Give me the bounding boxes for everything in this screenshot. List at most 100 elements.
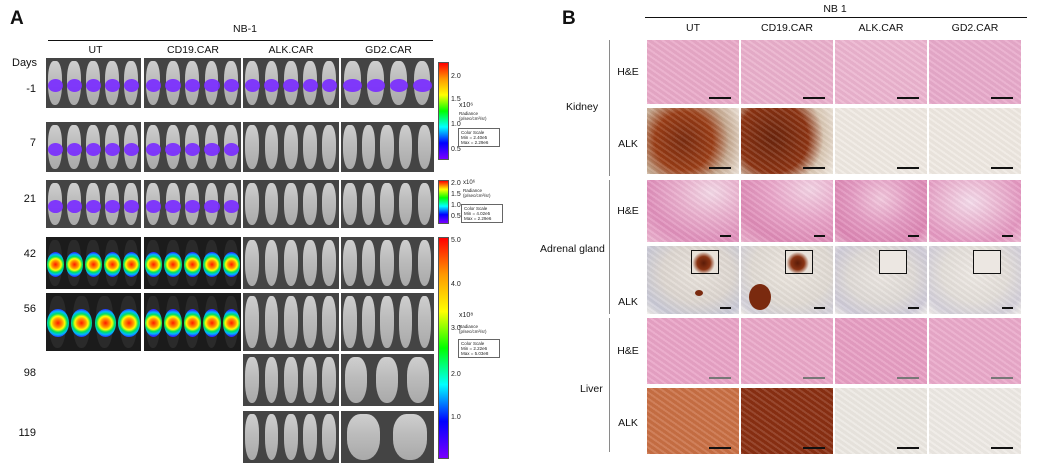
mouse-image xyxy=(243,237,339,289)
stain-label: ALK xyxy=(618,138,638,150)
bioluminescence-signal xyxy=(204,200,220,213)
bioluminescence-signal xyxy=(104,79,121,92)
scale-tick: 3.0 xyxy=(451,325,461,332)
mouse-image xyxy=(46,237,141,289)
bioluminescence-signal xyxy=(264,79,280,92)
panel-b-header: NB 1 xyxy=(823,3,847,15)
mouse-silhouette xyxy=(302,357,317,403)
mouse-silhouette xyxy=(302,125,317,169)
tissue-texture xyxy=(929,180,1021,242)
scale-bar xyxy=(709,167,731,169)
mouse-silhouette xyxy=(283,240,298,286)
tissue-texture xyxy=(647,180,739,242)
day-label: -1 xyxy=(26,83,36,95)
mouse-image xyxy=(341,354,434,406)
group-label-alk: ALK.CAR xyxy=(268,44,314,56)
scale-tick: 1.0 xyxy=(451,121,461,128)
scale-bar xyxy=(803,447,825,449)
day-label: 56 xyxy=(23,303,36,315)
mouse-silhouette xyxy=(264,240,279,286)
stain-label: ALK xyxy=(618,417,638,429)
alk-positive-region xyxy=(749,284,771,310)
scale-bar xyxy=(803,97,825,99)
mouse-silhouette xyxy=(245,182,260,226)
bioluminescence-signal xyxy=(104,143,121,156)
mouse-silhouette xyxy=(322,414,336,460)
bioluminescence-signal xyxy=(47,143,64,156)
day-label: 42 xyxy=(23,248,36,260)
mouse-silhouette xyxy=(245,125,260,169)
scale-unit: Radiance (p/sec/cm²/sr) xyxy=(463,188,491,198)
bioluminescence-signal xyxy=(145,200,162,213)
tissue-texture xyxy=(929,40,1021,104)
organ-label-liver: Liver xyxy=(580,383,603,395)
histology-image xyxy=(741,180,833,242)
scale-tick: 1.0 xyxy=(451,414,461,421)
group-label-cd19: CD19.CAR xyxy=(761,22,813,34)
histology-image xyxy=(835,40,927,104)
mouse-silhouette xyxy=(361,125,376,169)
organ-bracket xyxy=(609,180,610,314)
histology-image xyxy=(929,388,1021,454)
scale-bar xyxy=(720,235,731,237)
tissue-texture xyxy=(835,40,927,104)
scale-bar xyxy=(803,167,825,169)
scale-unit: Radiance (p/sec/cm²/sr) xyxy=(459,111,487,121)
tissue-texture xyxy=(835,388,927,454)
day-label: 98 xyxy=(23,367,36,379)
group-label-cd19: CD19.CAR xyxy=(167,44,219,56)
tissue-texture xyxy=(741,318,833,384)
scale-bar xyxy=(908,235,919,237)
legend-line: Min = 4.02e5 xyxy=(464,211,491,216)
bioluminescence-signal xyxy=(66,79,83,92)
panel-a-letter: A xyxy=(10,8,24,29)
bioluminescence-signal xyxy=(85,200,102,213)
scale-exponent: x10⁸ xyxy=(459,312,474,319)
bioluminescence-signal xyxy=(165,200,181,213)
histology-image xyxy=(647,180,739,242)
mouse-silhouette xyxy=(361,296,376,348)
mouse-image xyxy=(341,122,434,172)
mouse-image xyxy=(46,122,141,172)
alk-positive-region xyxy=(695,290,703,296)
bioluminescence-signal xyxy=(145,143,162,156)
bioluminescence-signal xyxy=(46,251,65,277)
histology-image xyxy=(647,388,739,454)
bioluminescence-signal xyxy=(65,251,84,277)
scale-tick: 5.0 xyxy=(451,237,461,244)
bioluminescence-signal xyxy=(103,251,122,277)
scale-tick: 2.0 xyxy=(451,73,461,80)
mouse-silhouette xyxy=(380,240,394,286)
bioluminescence-signal xyxy=(47,200,64,213)
bioluminescence-signal xyxy=(123,143,140,156)
bioluminescence-signal xyxy=(413,79,432,92)
bioluminescence-signal xyxy=(283,79,299,92)
mouse-silhouette xyxy=(302,182,317,226)
bioluminescence-signal xyxy=(118,309,140,338)
bioluminescence-signal xyxy=(66,143,83,156)
histology-image xyxy=(929,180,1021,242)
mouse-silhouette xyxy=(264,125,279,169)
histology-image xyxy=(835,108,927,174)
histology-image xyxy=(741,318,833,384)
histology-image xyxy=(647,40,739,104)
scale-bar xyxy=(720,307,731,309)
mouse-image xyxy=(46,180,141,228)
bioluminescence-signal xyxy=(204,143,220,156)
tissue-texture xyxy=(929,388,1021,454)
panel-b-letter: B xyxy=(562,8,576,29)
group-label-ut: UT xyxy=(686,22,700,34)
legend-line: Max = 2.29e6 xyxy=(464,216,492,221)
mouse-image xyxy=(144,58,241,108)
day-label: 7 xyxy=(29,137,36,149)
mouse-silhouette xyxy=(302,296,317,348)
mouse-image xyxy=(243,122,339,172)
bioluminescence-signal xyxy=(85,79,102,92)
mouse-silhouette xyxy=(245,296,260,348)
scale-tick: 1.5 xyxy=(451,96,461,103)
mouse-silhouette xyxy=(375,357,399,403)
mouse-image xyxy=(341,58,434,108)
mouse-silhouette xyxy=(417,240,432,286)
scale-bar xyxy=(1002,307,1013,309)
tissue-texture xyxy=(741,388,833,454)
